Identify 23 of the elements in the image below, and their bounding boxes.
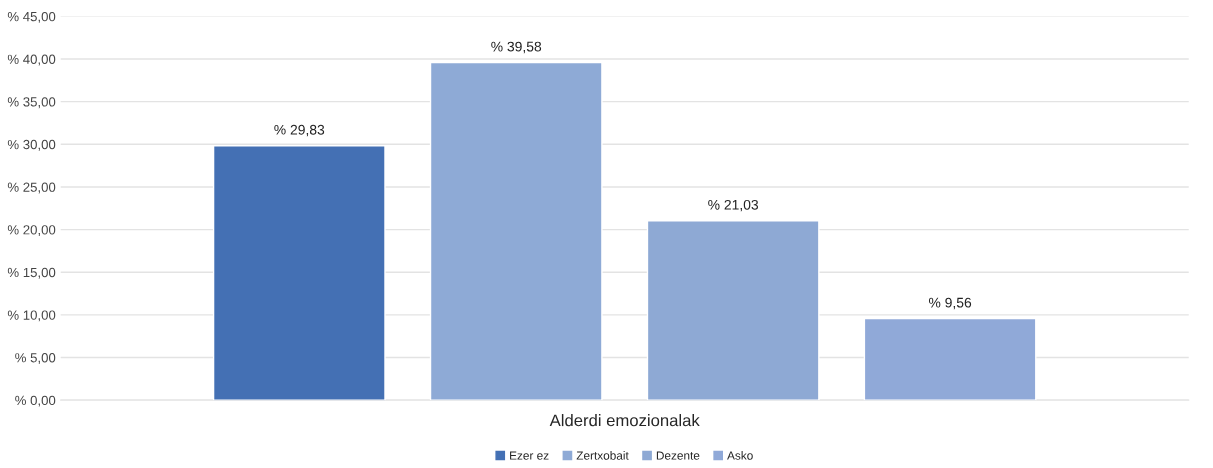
bar: [646, 220, 820, 401]
data-label: % 9,56: [928, 297, 972, 310]
legend-label: Ezer ez: [510, 451, 549, 460]
y-tick-label: % 20,00: [7, 225, 56, 237]
y-tick-label: % 15,00: [7, 267, 56, 279]
y-tick-label: % 0,00: [15, 395, 56, 407]
y-tick-label: % 5,00: [15, 353, 56, 364]
data-label: % 39,58: [491, 41, 542, 54]
data-label: % 29,83: [274, 124, 325, 137]
legend-label: Dezente: [656, 451, 700, 460]
y-tick-label: % 25,00: [7, 182, 56, 194]
y-tick-label: % 45,00: [7, 11, 56, 23]
y-tick-label: % 40,00: [7, 54, 56, 66]
legend-label: Asko: [727, 451, 753, 460]
bar: [212, 145, 386, 401]
legend-label: Zertxobait: [576, 451, 629, 460]
y-tick-label: % 30,00: [7, 139, 56, 151]
bar: [863, 317, 1037, 401]
y-tick-label: % 10,00: [7, 310, 56, 322]
bar: [429, 61, 603, 401]
x-tick-label: Alderdi emozionalak: [549, 414, 700, 427]
y-tick-label: % 35,00: [7, 97, 56, 109]
data-label: % 21,03: [708, 199, 759, 212]
